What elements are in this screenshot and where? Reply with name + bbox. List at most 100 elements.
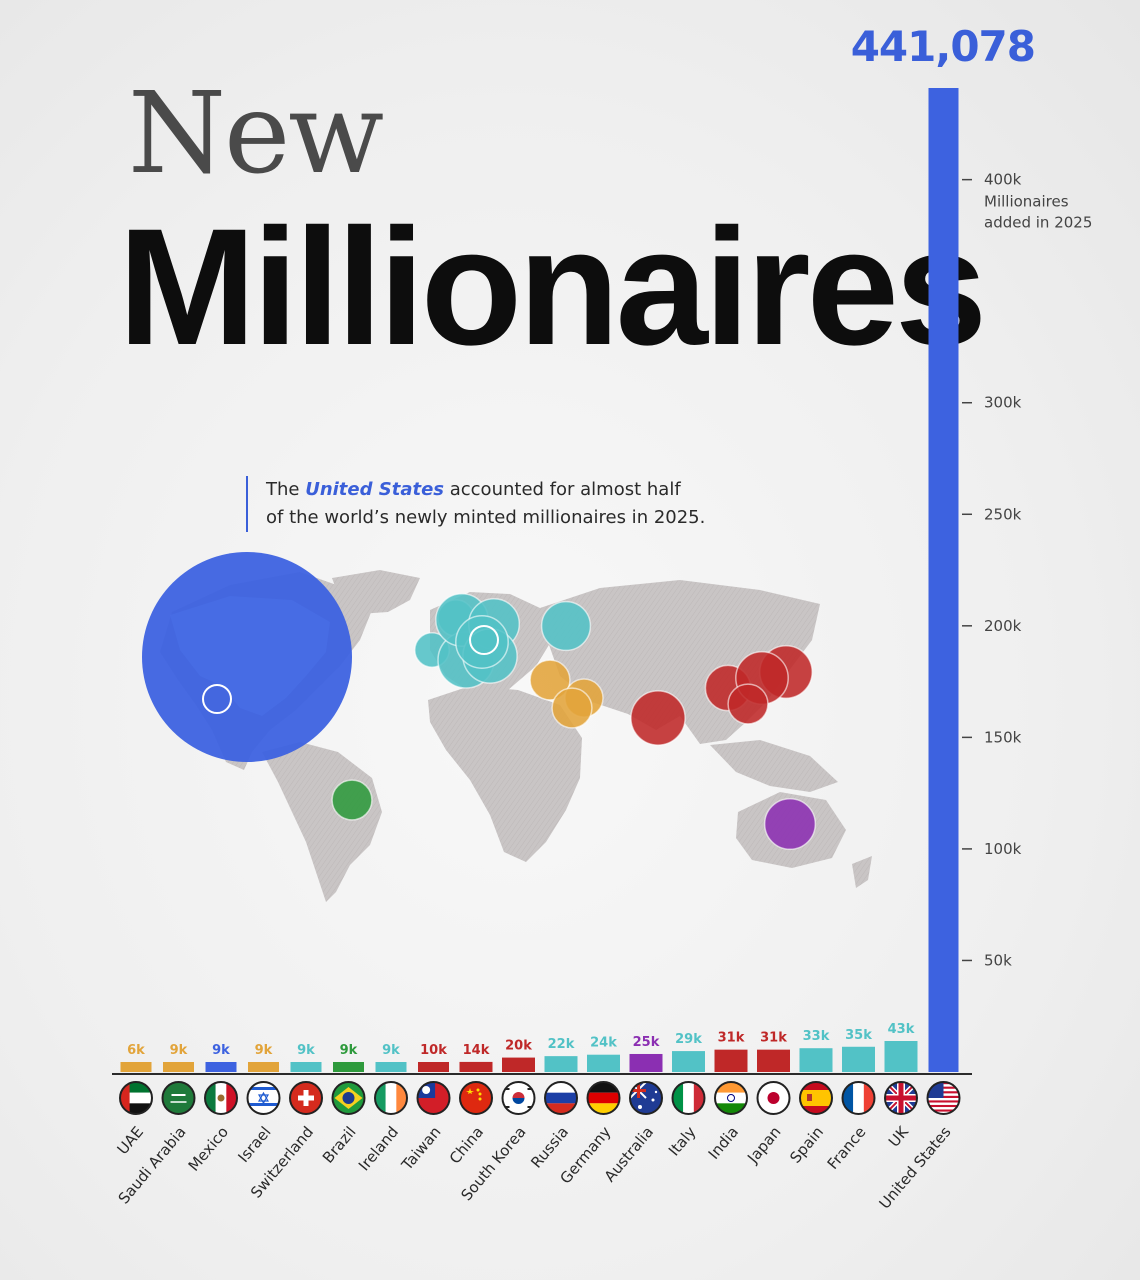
bar-germany xyxy=(587,1054,620,1072)
bar-value-label-germany: 24k xyxy=(590,1036,617,1051)
map-north-america-overlay xyxy=(170,596,330,716)
united-states-value-label: 441,078 xyxy=(850,22,1036,71)
bar-value-label-uk: 43k xyxy=(888,1022,915,1037)
brazil-flag-icon xyxy=(331,1081,366,1115)
israel-flag-icon xyxy=(246,1081,281,1115)
bar-value-label-ireland: 9k xyxy=(382,1043,400,1058)
australia-flag-icon xyxy=(629,1081,663,1115)
bar-brazil xyxy=(333,1062,364,1072)
title-line-new: New xyxy=(128,69,384,199)
annotation-text-post: accounted for almost half xyxy=(444,479,681,500)
country-label-china: China xyxy=(446,1123,487,1167)
map-new-zealand xyxy=(852,856,872,888)
bar-series: 6k 9k 9k 9k 9k 9k 9k 10k 14k 20k 22k 24k 25k 29k 31k 31… xyxy=(120,1022,918,1072)
country-label-spain: Spain xyxy=(786,1123,827,1167)
bar-spain xyxy=(799,1048,833,1072)
taiwan-flag-icon xyxy=(416,1081,451,1115)
country-label-italy: Italy xyxy=(665,1123,700,1160)
bar-value-label-spain: 33k xyxy=(803,1029,830,1044)
india-flag-icon xyxy=(714,1081,748,1115)
united-states-flag-icon xyxy=(926,1081,961,1115)
annotation-line-2: of the world’s newly minted millionaires… xyxy=(266,507,706,528)
russia-flag-icon xyxy=(544,1081,578,1115)
bar-japan xyxy=(757,1049,790,1072)
bar-value-label-russia: 22k xyxy=(548,1037,575,1052)
bar-value-label-china: 14k xyxy=(463,1043,490,1058)
bar-value-label-brazil: 9k xyxy=(340,1043,358,1058)
map-bubble-australia xyxy=(763,797,817,851)
bar-saudi-arabia xyxy=(163,1062,194,1072)
flag-row xyxy=(119,1081,961,1115)
map-bubble-mexico xyxy=(202,684,232,714)
bar-switzerland xyxy=(290,1062,322,1072)
bar-ireland xyxy=(375,1062,407,1072)
bar-value-label-saudi-arabia: 9k xyxy=(170,1043,188,1058)
map-bubble-taiwan xyxy=(727,683,769,725)
bar-uae xyxy=(120,1062,152,1072)
map-bubble-saudi-arabia xyxy=(551,687,593,729)
united-states-annotation: The United States accounted for almost h… xyxy=(246,476,786,532)
country-label-ireland: Ireland xyxy=(355,1123,402,1174)
uae-flag-icon xyxy=(119,1081,153,1115)
map-south-america xyxy=(262,742,382,902)
bar-india xyxy=(714,1049,748,1072)
map-southeast-asia xyxy=(710,740,838,792)
germany-flag-icon xyxy=(586,1081,621,1115)
bar-france xyxy=(842,1046,875,1072)
bar-israel xyxy=(248,1062,279,1072)
bar-italy xyxy=(672,1051,705,1072)
switzerland-flag-icon xyxy=(289,1081,323,1115)
bar-value-label-france: 35k xyxy=(845,1028,872,1043)
country-label-uae: UAE xyxy=(114,1123,148,1158)
bar-value-label-israel: 9k xyxy=(255,1043,273,1058)
uk-flag-icon xyxy=(884,1081,918,1115)
bar-china xyxy=(459,1061,493,1072)
saudi-arabia-flag-icon xyxy=(161,1081,196,1115)
bar-taiwan xyxy=(418,1062,449,1072)
country-label-france: France xyxy=(824,1123,870,1173)
country-label-taiwan: Taiwan xyxy=(397,1123,444,1174)
bar-uk xyxy=(884,1041,918,1072)
spain-flag-icon xyxy=(799,1081,833,1115)
bar-value-label-mexico: 9k xyxy=(212,1043,230,1058)
bar-value-label-taiwan: 10k xyxy=(420,1043,447,1058)
map-greenland xyxy=(332,570,420,614)
map-bubble-italy xyxy=(455,615,509,669)
map-bubble-india xyxy=(630,690,686,746)
annotation-highlight: United States xyxy=(305,479,445,500)
map-bubble-switzerland-outline xyxy=(469,625,499,655)
bar-mexico xyxy=(205,1062,237,1072)
map-bubble-brazil xyxy=(331,779,373,821)
country-label-brazil: Brazil xyxy=(319,1123,360,1167)
japan-flag-icon xyxy=(756,1081,791,1115)
country-label-japan: Japan xyxy=(743,1123,784,1167)
bar-value-label-india: 31k xyxy=(718,1031,745,1046)
ireland-flag-icon xyxy=(374,1081,408,1115)
bar-value-label-south-korea: 20k xyxy=(505,1039,532,1054)
china-flag-icon xyxy=(459,1081,493,1115)
title-line-millionaires: Millionaires xyxy=(118,195,987,380)
bar-value-label-australia: 25k xyxy=(633,1035,660,1050)
country-label-israel: Israel xyxy=(234,1123,274,1166)
bar-russia xyxy=(544,1056,578,1072)
bar-value-label-japan: 31k xyxy=(760,1031,787,1046)
bar-value-label-switzerland: 9k xyxy=(297,1043,315,1058)
france-flag-icon xyxy=(841,1081,876,1115)
mexico-flag-icon xyxy=(204,1081,238,1115)
south-korea-flag-icon xyxy=(501,1081,536,1115)
annotation-text-pre: The xyxy=(266,479,306,500)
country-label-india: India xyxy=(705,1123,742,1163)
bar-south-korea xyxy=(502,1057,535,1072)
bar-australia xyxy=(629,1053,663,1072)
italy-flag-icon xyxy=(671,1081,706,1115)
bar-value-label-uae: 6k xyxy=(127,1043,145,1058)
country-label-mexico: Mexico xyxy=(185,1123,232,1175)
country-label-uk: UK xyxy=(885,1122,913,1150)
bar-value-label-italy: 29k xyxy=(675,1032,702,1047)
map-bubble-russia xyxy=(540,600,592,652)
map-bubble-israel xyxy=(529,659,571,701)
annotation-line-1: The United States accounted for almost h… xyxy=(266,476,786,504)
map-bubbles xyxy=(142,552,817,851)
